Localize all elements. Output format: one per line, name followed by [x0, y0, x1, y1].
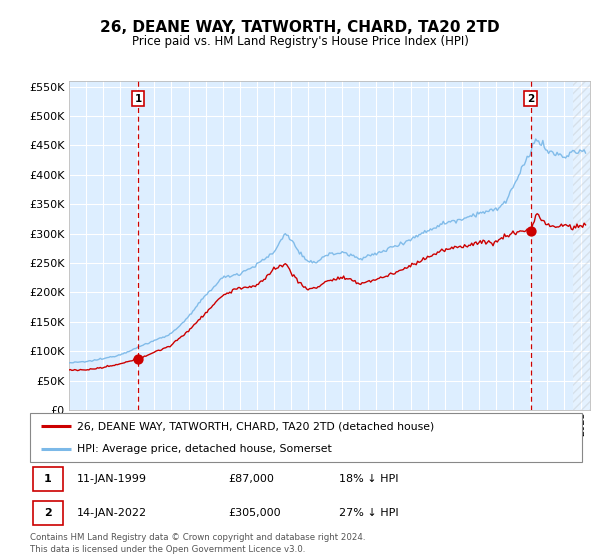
Text: £305,000: £305,000 [229, 508, 281, 519]
Bar [573, 81, 600, 410]
Point [133, 354, 143, 363]
Text: 1: 1 [44, 474, 52, 484]
Text: 14-JAN-2022: 14-JAN-2022 [77, 508, 147, 519]
FancyBboxPatch shape [33, 501, 63, 525]
FancyBboxPatch shape [33, 467, 63, 491]
Text: HPI: Average price, detached house, Somerset: HPI: Average price, detached house, Some… [77, 444, 332, 454]
Text: 2: 2 [44, 508, 52, 519]
Point [526, 226, 536, 235]
Text: 2: 2 [527, 94, 535, 104]
Text: Price paid vs. HM Land Registry's House Price Index (HPI): Price paid vs. HM Land Registry's House … [131, 35, 469, 48]
Text: 1: 1 [134, 94, 142, 104]
Text: 11-JAN-1999: 11-JAN-1999 [77, 474, 147, 484]
Text: Contains HM Land Registry data © Crown copyright and database right 2024.
This d: Contains HM Land Registry data © Crown c… [30, 533, 365, 554]
Text: 26, DEANE WAY, TATWORTH, CHARD, TA20 2TD (detached house): 26, DEANE WAY, TATWORTH, CHARD, TA20 2TD… [77, 421, 434, 431]
Text: £87,000: £87,000 [229, 474, 275, 484]
Text: 26, DEANE WAY, TATWORTH, CHARD, TA20 2TD: 26, DEANE WAY, TATWORTH, CHARD, TA20 2TD [100, 20, 500, 35]
Text: 27% ↓ HPI: 27% ↓ HPI [339, 508, 399, 519]
Text: 18% ↓ HPI: 18% ↓ HPI [339, 474, 398, 484]
